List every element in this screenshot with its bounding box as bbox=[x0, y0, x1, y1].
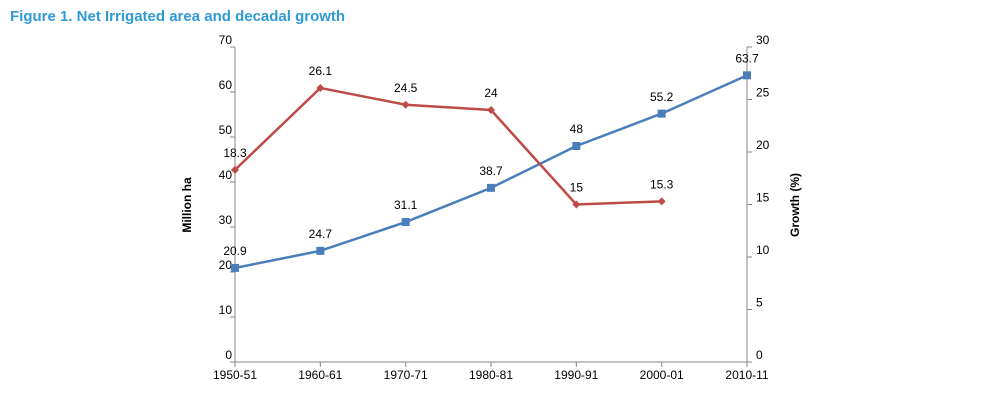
marker bbox=[231, 165, 239, 174]
y2-tick-label: 25 bbox=[756, 86, 770, 100]
x-tick-label: 1990-91 bbox=[554, 368, 598, 382]
y2-tick-label: 5 bbox=[756, 296, 763, 310]
y-tick-label: 40 bbox=[219, 168, 233, 182]
y-tick-label: 30 bbox=[219, 213, 233, 227]
marker bbox=[572, 200, 581, 209]
y-axis-label: Million ha bbox=[180, 177, 194, 233]
y-tick-label: 60 bbox=[219, 78, 233, 92]
data-label: 26.1 bbox=[309, 64, 333, 78]
marker bbox=[487, 183, 495, 192]
data-label: 15.3 bbox=[650, 178, 674, 192]
x-tick-label: 1970-71 bbox=[384, 368, 428, 382]
data-label: 55.2 bbox=[650, 90, 674, 104]
chart-title: Figure 1. Net Irrigated area and decadal… bbox=[10, 8, 345, 25]
y-tick-label: 10 bbox=[219, 303, 233, 317]
marker bbox=[572, 142, 581, 150]
data-label: 24.5 bbox=[394, 81, 418, 95]
marker bbox=[657, 109, 666, 118]
data-label: 63.7 bbox=[735, 52, 759, 66]
data-label: 24.7 bbox=[309, 227, 333, 241]
y2-tick-label: 10 bbox=[756, 243, 770, 257]
data-label: 31.1 bbox=[394, 198, 418, 212]
data-label: 15 bbox=[570, 181, 584, 195]
x-tick-label: 2000-01 bbox=[640, 368, 684, 382]
marker bbox=[401, 100, 410, 109]
marker bbox=[657, 197, 666, 206]
y-tick-label: 70 bbox=[219, 33, 233, 47]
y-tick-label: 0 bbox=[225, 348, 232, 362]
x-tick-label: 2010-11 bbox=[725, 368, 768, 382]
data-label: 18.3 bbox=[223, 146, 247, 160]
marker bbox=[231, 263, 239, 272]
y-tick-label: 50 bbox=[219, 123, 233, 137]
marker bbox=[316, 83, 325, 92]
data-label: 20.9 bbox=[223, 244, 247, 258]
y2-tick-label: 15 bbox=[756, 191, 770, 205]
marker bbox=[401, 218, 410, 227]
y2-tick-label: 30 bbox=[756, 33, 770, 47]
data-label: 38.7 bbox=[479, 164, 503, 178]
marker bbox=[316, 246, 325, 255]
x-tick-label: 1960-61 bbox=[298, 368, 342, 382]
marker bbox=[487, 106, 495, 114]
y-tick-label: 20 bbox=[219, 258, 233, 272]
x-tick-label: 1950-51 bbox=[213, 368, 257, 382]
data-label: 48 bbox=[570, 122, 584, 136]
x-tick-label: 1980-81 bbox=[469, 368, 513, 382]
marker bbox=[743, 71, 751, 80]
y2-tick-label: 0 bbox=[756, 348, 763, 362]
y2-tick-label: 20 bbox=[756, 138, 770, 152]
y2-axis-label: Growth (%) bbox=[788, 173, 802, 237]
series-line bbox=[234, 86, 662, 206]
data-label: 24 bbox=[484, 86, 498, 100]
